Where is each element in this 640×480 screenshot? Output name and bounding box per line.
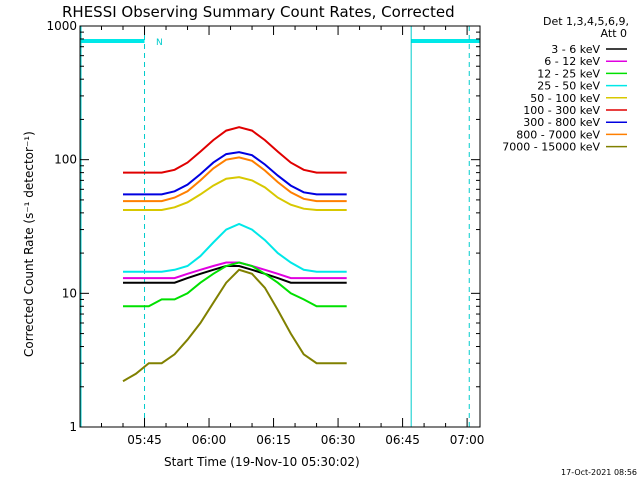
legend-label: 6 - 12 keV xyxy=(544,55,600,68)
series-line-9 xyxy=(122,268,347,383)
series-line-7 xyxy=(123,151,347,196)
legend-label: 50 - 100 keV xyxy=(530,92,600,105)
series-line-5 xyxy=(123,176,347,211)
legend-label: 7000 - 15000 keV xyxy=(502,141,600,154)
x-tick-label: 06:30 xyxy=(321,433,356,447)
x-tick-label: 06:00 xyxy=(192,433,227,447)
timestamp: 17-Oct-2021 08:56 xyxy=(561,468,637,477)
series-line-2 xyxy=(123,261,347,280)
legend-label: 12 - 25 keV xyxy=(537,67,600,80)
y-tick-label: 1 xyxy=(69,420,77,434)
series-line-6 xyxy=(123,126,347,174)
y-axis-label: Corrected Count Rate (s⁻¹ detector⁻¹) xyxy=(22,131,36,357)
x-tick-label: 05:45 xyxy=(127,433,162,447)
series-line-1 xyxy=(123,265,347,284)
series-line-8 xyxy=(123,156,347,203)
legend-label: 25 - 50 keV xyxy=(537,80,600,93)
x-tick-label: 06:45 xyxy=(385,433,420,447)
legend-label: 100 - 300 keV xyxy=(523,104,600,117)
legend-label: 3 - 6 keV xyxy=(551,43,600,56)
legend-label: 300 - 800 keV xyxy=(523,116,600,129)
x-axis: 05:45 06:00 06:15 06:30 06:45 07:00 xyxy=(79,26,485,447)
legend-header-line-2: Att 0 xyxy=(601,27,627,40)
x-axis-label: Start Time (19-Nov-10 05:30:02) xyxy=(164,455,360,469)
y-tick-label: 100 xyxy=(54,153,77,167)
legend-header-line-1: Det 1,3,4,5,6,9, xyxy=(543,15,629,28)
y-tick-label: 10 xyxy=(62,286,77,300)
x-tick-label: 06:15 xyxy=(256,433,291,447)
y-tick-label: 1000 xyxy=(46,19,77,33)
chart-title: RHESSI Observing Summary Count Rates, Co… xyxy=(62,3,455,21)
legend-label: 800 - 7000 keV xyxy=(516,128,600,141)
series-line-4 xyxy=(123,222,347,273)
series-line-3 xyxy=(123,261,347,308)
cyan-bar xyxy=(411,39,480,43)
cyan-bar xyxy=(80,39,145,43)
plot-frame xyxy=(79,25,481,428)
marker-N-label: N xyxy=(156,38,163,48)
x-tick-label: 07:00 xyxy=(450,433,485,447)
y-axis: 1 10 100 1000 xyxy=(46,19,480,434)
series-layer xyxy=(122,126,347,383)
marker-layer xyxy=(80,26,480,427)
